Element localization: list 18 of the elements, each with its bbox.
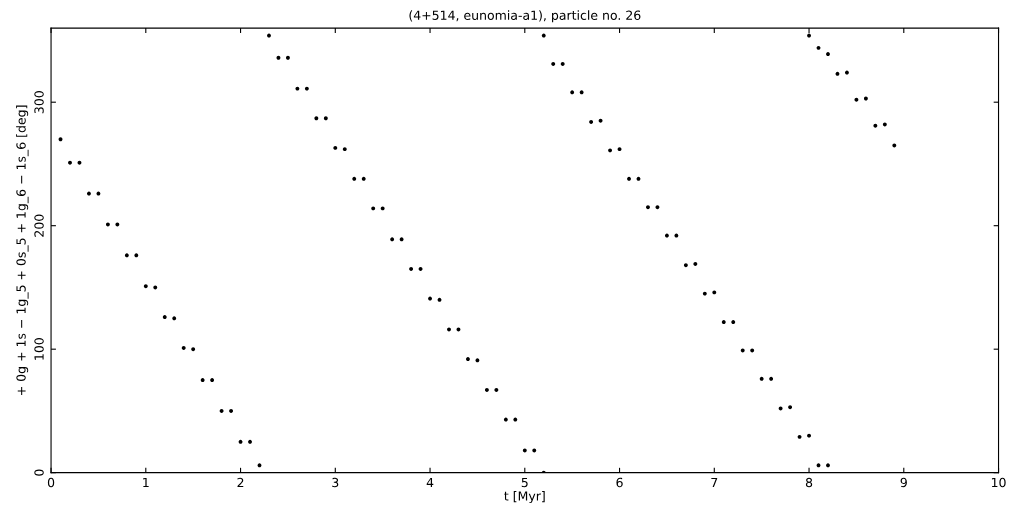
y-tick-label: 300 [34, 91, 44, 114]
x-tick-label: 1 [143, 477, 149, 488]
x-tick-label: 9 [900, 477, 907, 488]
x-tick-label: 8 [805, 477, 813, 488]
y-tick-label: 100 [34, 338, 44, 360]
x-axis-title: t [Myr] [504, 491, 545, 504]
x-tick-label: 5 [521, 477, 528, 488]
x-tick-label: 7 [711, 477, 718, 488]
x-tick-label: 10 [991, 477, 1006, 488]
y-tick-label: 0 [34, 469, 44, 476]
x-tick-label: 4 [426, 477, 434, 488]
chart-title: (4+514, eunomia-a1), particle no. 26 [409, 10, 641, 23]
y-axis-title: + 0g + 1s − 1g_5 + 0s_5 + 1g_6 − 1s_6 [deg] [16, 105, 29, 395]
y-tick-label: 200 [34, 214, 44, 237]
x-tick-label: 6 [616, 477, 623, 488]
x-tick-label: 0 [47, 477, 55, 488]
x-tick-label: 3 [332, 477, 339, 488]
x-tick-label: 2 [237, 477, 244, 488]
